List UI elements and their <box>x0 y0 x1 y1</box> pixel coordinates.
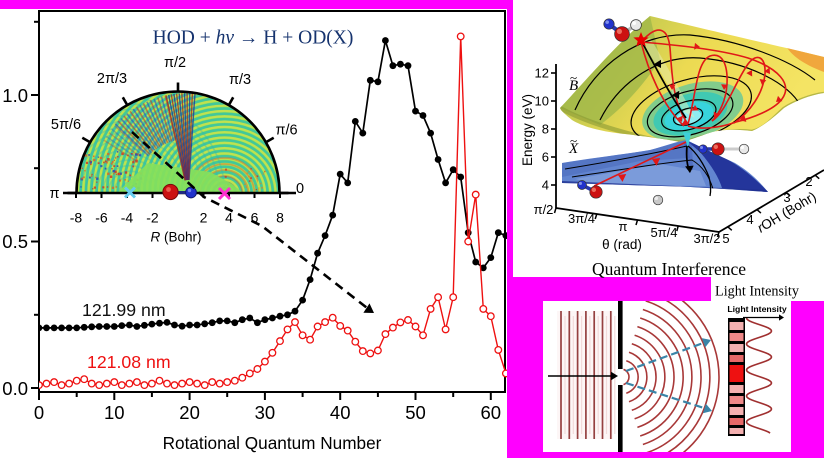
svg-text:50: 50 <box>405 402 426 423</box>
svg-text:π/2: π/2 <box>164 55 186 71</box>
svg-text:θ (rad): θ (rad) <box>602 237 642 252</box>
svg-text:10: 10 <box>104 402 125 423</box>
svg-text:121.08 nm: 121.08 nm <box>87 352 171 372</box>
svg-text:0.0: 0.0 <box>2 378 28 399</box>
svg-text:8: 8 <box>276 210 284 226</box>
svg-text:2π/3: 2π/3 <box>97 71 127 87</box>
svg-text:Energy (eV): Energy (eV) <box>520 94 535 166</box>
svg-text:-6: -6 <box>95 210 108 226</box>
svg-text:5π/4: 5π/4 <box>650 225 677 240</box>
svg-text:π: π <box>49 186 59 202</box>
svg-text:~: ~ <box>570 133 577 148</box>
svg-text:π/6: π/6 <box>275 123 297 139</box>
svg-text:5: 5 <box>722 231 729 246</box>
svg-text:30: 30 <box>255 402 276 423</box>
svg-text:12: 12 <box>535 66 549 81</box>
svg-text:2: 2 <box>200 210 208 226</box>
svg-text:X: X <box>568 141 579 157</box>
svg-text:-2: -2 <box>146 210 159 226</box>
svg-text:0: 0 <box>34 402 44 423</box>
svg-text:0.5: 0.5 <box>2 231 28 252</box>
svg-text:6: 6 <box>542 150 549 165</box>
svg-text:4: 4 <box>542 178 549 193</box>
svg-text:-8: -8 <box>70 210 83 226</box>
svg-text:4: 4 <box>225 210 233 226</box>
svg-text:B: B <box>569 78 578 94</box>
svg-text:10: 10 <box>535 94 549 109</box>
svg-text:-4: -4 <box>121 210 134 226</box>
svg-text:6: 6 <box>251 210 259 226</box>
svg-text:Rotational Quantum Number: Rotational Quantum Number <box>163 433 382 453</box>
svg-text:Light Intensity: Light Intensity <box>715 284 800 300</box>
svg-text:20: 20 <box>179 402 200 423</box>
svg-text:40: 40 <box>330 402 351 423</box>
svg-text:3π/4: 3π/4 <box>568 211 595 226</box>
svg-text:8: 8 <box>542 122 549 137</box>
svg-text:121.99 nm: 121.99 nm <box>82 300 166 320</box>
svg-text:60: 60 <box>481 402 502 423</box>
svg-text:π/3: π/3 <box>229 72 251 88</box>
svg-text:5π/6: 5π/6 <box>51 117 81 133</box>
svg-text:1.0: 1.0 <box>2 85 28 106</box>
svg-text:3: 3 <box>783 190 790 205</box>
svg-text:2: 2 <box>805 174 812 189</box>
svg-text:0: 0 <box>296 181 304 197</box>
svg-text:R (Bohr): R (Bohr) <box>150 230 201 245</box>
svg-text:Light Intensity: Light Intensity <box>727 304 787 314</box>
svg-text:~: ~ <box>570 70 577 85</box>
svg-text:π: π <box>619 219 628 234</box>
svg-text:π/2: π/2 <box>534 202 554 217</box>
svg-text:3π/2: 3π/2 <box>693 231 720 246</box>
svg-text:4: 4 <box>746 212 753 227</box>
svg-text:HOD + hv → H + OD(X): HOD + hv → H + OD(X) <box>153 28 354 49</box>
svg-text:Quantum Interference: Quantum Interference <box>592 259 746 279</box>
